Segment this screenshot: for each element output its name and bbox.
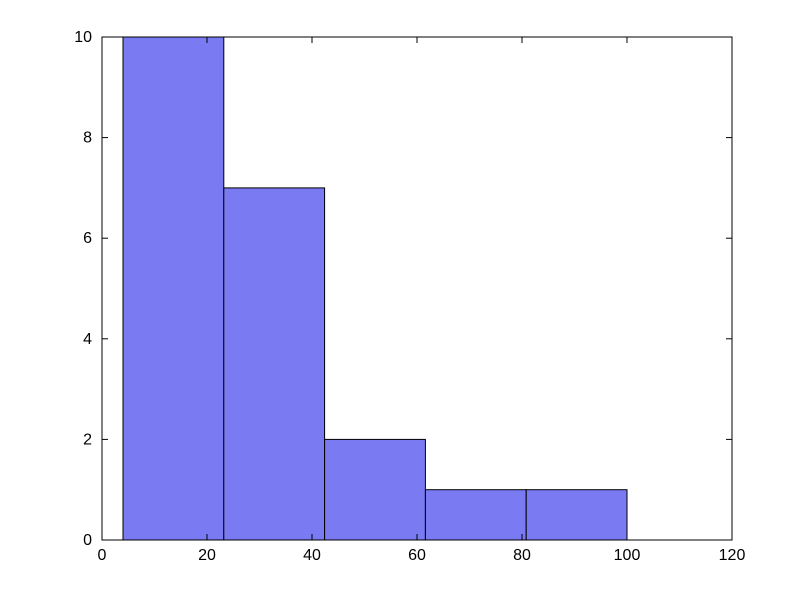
histogram-bar: [224, 188, 325, 540]
y-tick-label: 10: [74, 29, 92, 46]
chart-svg: 0 20 40 60 80 100 120 0 2 4 6 8 10: [0, 0, 812, 612]
x-tick-label: 40: [303, 547, 321, 564]
histogram-bar: [425, 490, 526, 540]
x-tick-label: 0: [98, 547, 107, 564]
y-tick-label: 0: [83, 532, 92, 549]
x-tick-label: 120: [719, 547, 746, 564]
histogram-bar: [325, 439, 426, 540]
x-tick-label: 100: [614, 547, 641, 564]
histogram-chart: 0 20 40 60 80 100 120 0 2 4 6 8 10: [0, 0, 812, 612]
x-tick-label: 60: [408, 547, 426, 564]
x-tick-label: 80: [513, 547, 531, 564]
y-tick-label: 6: [83, 230, 92, 247]
histogram-bar: [123, 37, 224, 540]
y-tick-label: 2: [83, 431, 92, 448]
x-tick-label: 20: [198, 547, 216, 564]
histogram-bar: [526, 490, 627, 540]
y-tick-label: 4: [83, 331, 92, 348]
y-tick-label: 8: [83, 130, 92, 147]
